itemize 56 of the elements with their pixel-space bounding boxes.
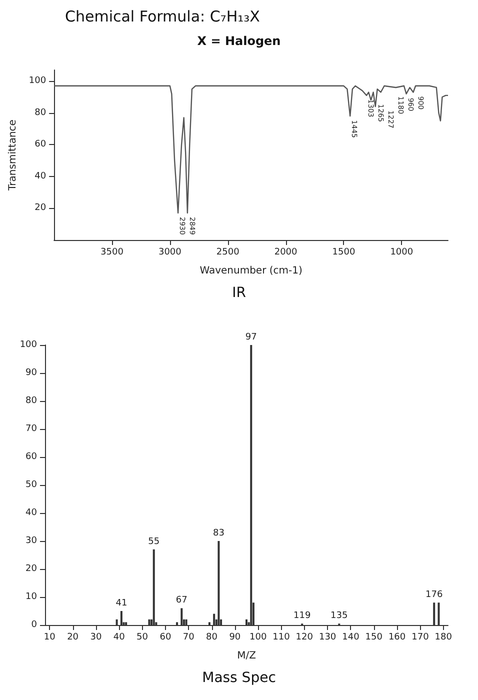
x-tick-label: 40 xyxy=(113,632,126,642)
y-tick-label: 20 xyxy=(26,564,38,574)
y-tick-label: 80 xyxy=(34,108,46,118)
y-tick-label: 100 xyxy=(28,76,46,86)
annotation: 135 xyxy=(330,611,348,622)
y-tick-label: 90 xyxy=(26,368,38,378)
y-tick-label: 40 xyxy=(26,508,38,518)
x-tick-label: 3500 xyxy=(100,248,124,258)
x-tick-label: 90 xyxy=(229,632,241,642)
y-tick-label: 70 xyxy=(26,424,38,434)
y-axis-title: Transmittance xyxy=(8,120,18,192)
x-tick-label: 2500 xyxy=(216,248,240,258)
x-axis-title: M/Z xyxy=(237,650,256,662)
y-tick-label: 50 xyxy=(26,480,38,490)
x-tick-label: 1000 xyxy=(390,248,414,258)
annotation: 55 xyxy=(148,536,160,547)
x-tick-label: 110 xyxy=(272,632,290,642)
annotation: 97 xyxy=(245,332,257,342)
x-tick-label: 20 xyxy=(67,632,79,642)
chart-title: Chemical Formula: C₇H₁₃X xyxy=(65,8,260,26)
x-tick-label: 10 xyxy=(44,632,56,642)
y-tick-label: 80 xyxy=(26,396,38,406)
x-tick-label: 130 xyxy=(318,632,336,642)
y-tick-label: 60 xyxy=(34,140,46,150)
x-axis-title: Wavenumber (cm-1) xyxy=(200,266,302,276)
y-tick-label: 10 xyxy=(26,592,38,602)
annotation: 83 xyxy=(212,528,224,538)
x-tick-label: 150 xyxy=(365,632,383,642)
x-tick-label: 80 xyxy=(206,632,218,642)
y-tick-label: 100 xyxy=(20,340,38,350)
annotation: 176 xyxy=(426,590,443,600)
x-tick-label: 170 xyxy=(412,632,430,642)
x-tick-label: 120 xyxy=(296,632,314,642)
annotation: 67 xyxy=(176,596,188,606)
x-tick-label: 70 xyxy=(182,632,195,642)
annotation: 119 xyxy=(293,611,311,622)
x-tick-label: 1500 xyxy=(332,248,356,258)
y-tick-label: 40 xyxy=(34,171,46,182)
y-tick-label: 20 xyxy=(34,203,46,214)
x-tick-label: 3000 xyxy=(158,248,182,258)
line-series xyxy=(53,85,449,214)
x-tick-label: 100 xyxy=(249,632,267,642)
y-tick-label: 0 xyxy=(31,620,38,630)
y-tick-label: 60 xyxy=(26,452,38,462)
text: IR xyxy=(232,285,246,301)
y-tick-label: 30 xyxy=(26,536,38,546)
annotation: 41 xyxy=(116,598,128,608)
x-tick-label: 2000 xyxy=(274,248,298,258)
x-tick-label: 160 xyxy=(388,632,406,642)
x-tick-label: 180 xyxy=(434,632,452,642)
x-tick-label: 30 xyxy=(90,632,102,642)
text: Mass Spec xyxy=(202,670,276,686)
x-tick-label: 50 xyxy=(136,632,148,642)
x-tick-label: 140 xyxy=(342,632,360,642)
chart-subtitle: X = Halogen xyxy=(197,34,281,48)
x-tick-label: 60 xyxy=(160,632,172,642)
